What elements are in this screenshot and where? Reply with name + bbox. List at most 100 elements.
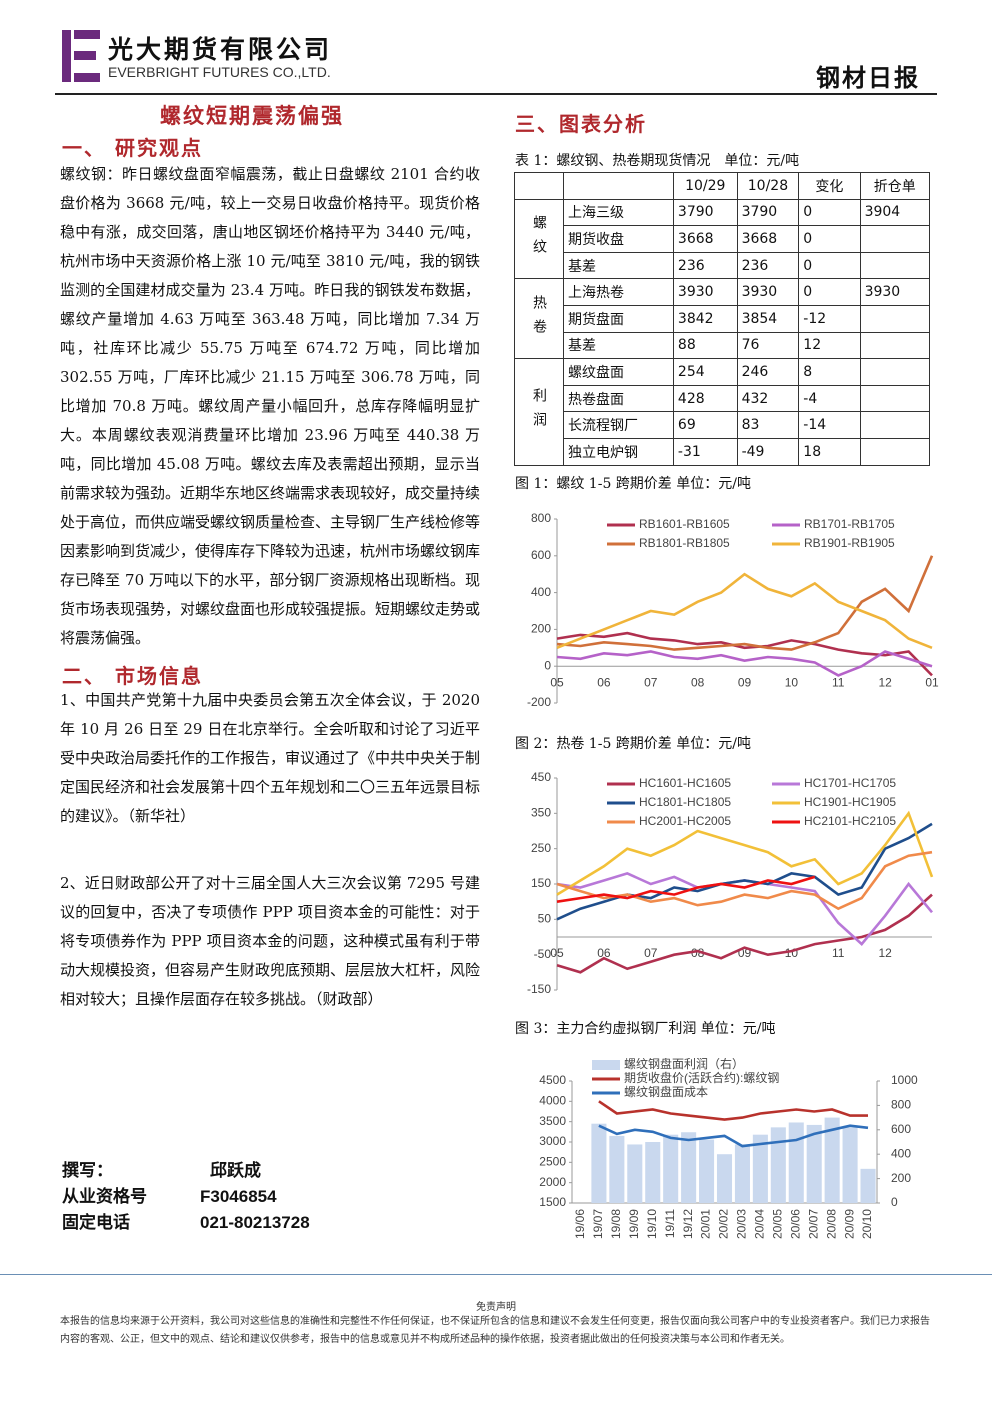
x-tick-label: 10 bbox=[785, 946, 799, 960]
table-row: 热卷盘面 428 432 -4 bbox=[515, 384, 931, 413]
chart: 1500 2000 2500 3000 3500 4000 4500 0 200 400 600 80… bbox=[539, 1058, 918, 1239]
table-cell: 0 bbox=[798, 225, 861, 253]
y2-tick-label: 800 bbox=[891, 1098, 911, 1112]
x-tick-label: 19/12 bbox=[681, 1209, 695, 1239]
x-tick-label: 08 bbox=[691, 946, 705, 960]
table-cell: 3930 bbox=[859, 278, 931, 306]
row-label: 独立电炉钢 bbox=[563, 437, 674, 466]
series-line bbox=[556, 572, 933, 650]
series-line bbox=[556, 822, 933, 921]
x-tick-label: 05 bbox=[550, 946, 564, 960]
y2-tick-label: 600 bbox=[891, 1122, 911, 1136]
y-tick-label: 800 bbox=[531, 511, 551, 525]
table-cell: -31 bbox=[672, 437, 738, 466]
table-cell bbox=[563, 172, 674, 200]
footer-heading: 免责声明 bbox=[476, 1302, 516, 1313]
y-tick-label: 1500 bbox=[539, 1195, 566, 1209]
y-tick-label: 50 bbox=[538, 912, 552, 926]
y-tick-label: 4500 bbox=[539, 1073, 566, 1087]
report-name: 钢材日报 bbox=[816, 63, 920, 92]
table-row: 长流程钢厂 69 83 -14 bbox=[515, 411, 931, 439]
legend-label: HC2101-HC2105 bbox=[804, 814, 896, 828]
data-table: 10/29 10/28 变化 折仓单 螺纹 上海三级 3790 3790 0 3904 期货收盘 36… bbox=[514, 172, 931, 466]
row-label: 长流程钢厂 bbox=[563, 411, 674, 439]
table-cell bbox=[859, 304, 931, 333]
author-values: 邱跃成 F3046854 021-80213728 bbox=[200, 1158, 310, 1236]
legend-label: HC1701-HC1705 bbox=[804, 776, 896, 790]
table-cell: 83 bbox=[736, 411, 800, 439]
table-cell bbox=[859, 225, 931, 253]
y-tick-label: 350 bbox=[531, 806, 551, 820]
license-number: F3046854 bbox=[200, 1187, 277, 1206]
table-cell bbox=[859, 437, 931, 466]
section-heading: 一、 研究观点 bbox=[62, 136, 203, 160]
bar bbox=[860, 1168, 876, 1203]
x-tick-label: 11 bbox=[832, 675, 845, 689]
y-tick-label: 4000 bbox=[539, 1094, 566, 1108]
table-cell: -49 bbox=[736, 437, 800, 466]
table-cell: 3930 bbox=[736, 278, 800, 306]
bar bbox=[663, 1134, 679, 1203]
table-cell: -4 bbox=[798, 384, 861, 413]
x-tick-label: 19/08 bbox=[609, 1209, 623, 1239]
legend-label: RB1801-RB1805 bbox=[639, 536, 730, 550]
footer-rule bbox=[0, 1274, 992, 1275]
x-tick-label: 11 bbox=[832, 946, 845, 960]
x-tick-label: 07 bbox=[644, 675, 658, 689]
table-cell: 76 bbox=[736, 331, 800, 360]
row-label: 基差 bbox=[563, 251, 674, 280]
x-tick-label: 19/09 bbox=[627, 1209, 641, 1239]
company-name-en: EVERBRIGHT FUTURES CO.,LTD. bbox=[108, 64, 331, 80]
row-label: 基差 bbox=[563, 331, 674, 360]
table-cell: 12 bbox=[798, 331, 861, 360]
x-tick-label: 20/06 bbox=[788, 1209, 802, 1239]
table-row: 10/29 10/28 变化 折仓单 bbox=[514, 172, 931, 200]
row-label: 螺纹盘面 bbox=[563, 358, 674, 386]
series-line bbox=[556, 555, 934, 651]
x-tick-label: 20/01 bbox=[699, 1209, 713, 1239]
table-cell: 0 bbox=[798, 198, 861, 227]
bar bbox=[681, 1132, 697, 1203]
table-caption: 表 1：螺纹钢、热卷期现货情况 单位：元/吨 bbox=[515, 153, 800, 169]
row-label: 热卷盘面 bbox=[563, 384, 674, 413]
table-cell: 428 bbox=[672, 384, 738, 413]
figure-caption: 图 2：热卷 1-5 跨期价差 单位：元/吨 bbox=[515, 736, 751, 752]
license-label: 从业资格号 bbox=[62, 1187, 147, 1207]
table-cell: 3854 bbox=[736, 304, 800, 333]
bar bbox=[645, 1142, 661, 1203]
column-header: 变化 bbox=[798, 172, 861, 200]
table-cell: 3790 bbox=[672, 198, 738, 227]
x-tick-label: 05 bbox=[550, 675, 564, 689]
legend-label: RB1901-RB1905 bbox=[804, 536, 895, 550]
table-row: 螺纹 上海三级 3790 3790 0 3904 bbox=[514, 198, 931, 280]
table-row: 热卷 上海热卷 3930 3930 0 3930 bbox=[514, 278, 931, 360]
legend-label: 期货收盘价(活跃合约):螺纹钢 bbox=[624, 1070, 779, 1085]
x-tick-label: 01 bbox=[925, 675, 939, 689]
table-cell: 18 bbox=[798, 437, 861, 466]
table-cell: 236 bbox=[672, 251, 738, 280]
x-tick-label: 19/07 bbox=[591, 1209, 605, 1239]
table-cell: -12 bbox=[798, 304, 861, 333]
table-cell bbox=[859, 358, 931, 386]
y2-tick-label: 400 bbox=[891, 1146, 911, 1160]
phone-label: 固定电话 bbox=[62, 1213, 130, 1233]
x-tick-label: 19/10 bbox=[645, 1209, 659, 1239]
y-tick-label: 200 bbox=[531, 622, 551, 636]
table-cell: 246 bbox=[736, 358, 800, 386]
series-line bbox=[598, 1124, 869, 1148]
x-tick-label: 12 bbox=[878, 675, 892, 689]
x-tick-label: 20/10 bbox=[860, 1209, 874, 1239]
report-title: 螺纹短期震荡偏强 bbox=[160, 103, 344, 128]
table-cell: 88 bbox=[672, 331, 738, 360]
bar bbox=[806, 1124, 822, 1203]
row-label: 上海三级 bbox=[563, 198, 674, 227]
y2-tick-label: 1000 bbox=[891, 1073, 918, 1087]
table-row: 利润 螺纹盘面 254 246 8 bbox=[514, 358, 931, 466]
y-tick-label: -150 bbox=[527, 982, 551, 996]
table-cell: 432 bbox=[736, 384, 800, 413]
bar bbox=[699, 1139, 715, 1203]
y2-tick-label: 200 bbox=[891, 1171, 911, 1185]
x-tick-label: 06 bbox=[597, 946, 611, 960]
y2-tick-label: 0 bbox=[891, 1195, 898, 1209]
